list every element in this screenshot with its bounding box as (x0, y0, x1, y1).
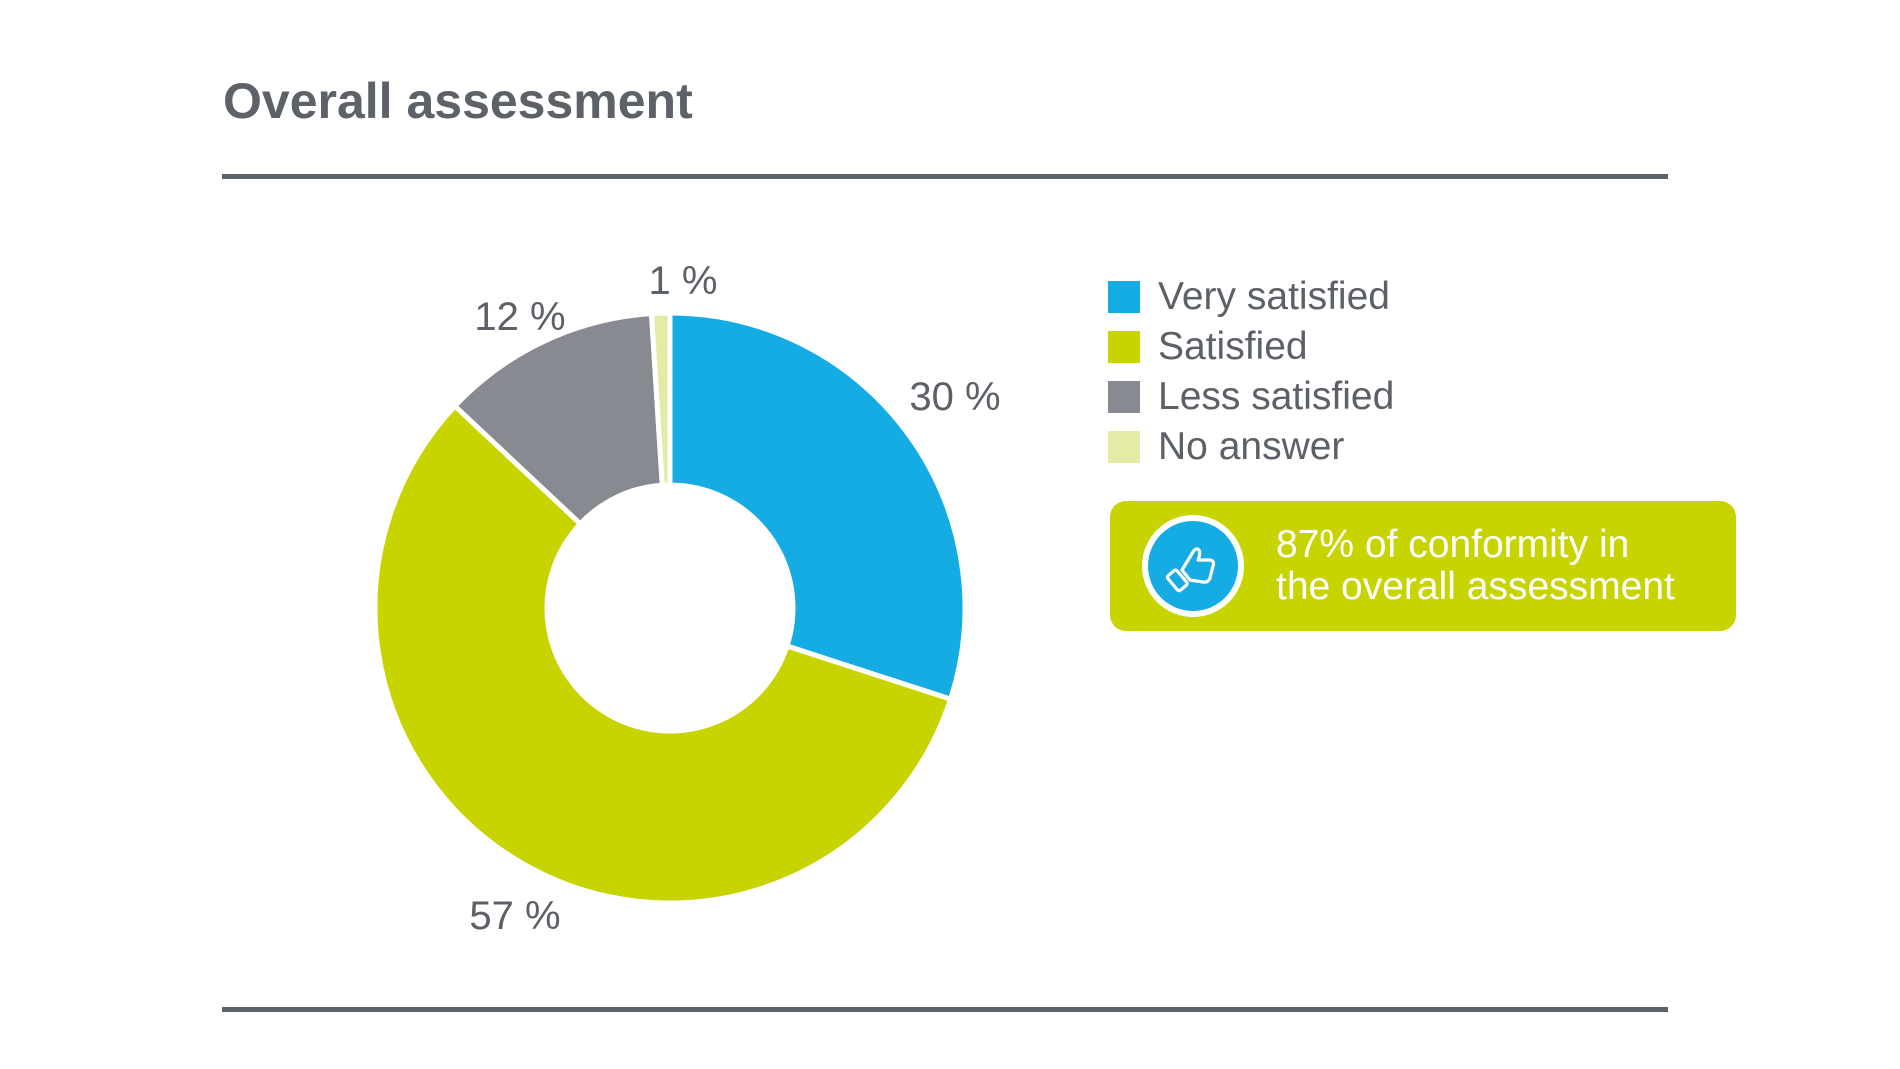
legend-label-satisfied: Satisfied (1158, 325, 1308, 368)
chart-title: Overall assessment (223, 73, 693, 129)
callout-text: 87% of conformity in the overall assessm… (1276, 524, 1716, 608)
legend-item-satisfied: Satisfied (1108, 322, 1394, 372)
slice-label-very-satisfied: 30 % (909, 375, 1000, 419)
donut-slice-satisfied (372, 403, 954, 906)
legend-label-very-satisfied: Very satisfied (1158, 275, 1390, 318)
legend-item-less-satisfied: Less satisfied (1108, 372, 1394, 422)
callout-line-2: the overall assessment (1276, 565, 1675, 608)
callout-line-1: 87% of conformity in (1276, 523, 1630, 566)
legend-swatch-no-answer (1108, 431, 1140, 463)
legend-swatch-very-satisfied (1108, 281, 1140, 313)
legend-label-no-answer: No answer (1158, 425, 1345, 468)
thumbs-up-badge (1142, 515, 1244, 617)
legend-swatch-satisfied (1108, 331, 1140, 363)
legend: Very satisfied Satisfied Less satisfied … (1108, 272, 1394, 472)
thumbs-up-icon (1165, 547, 1216, 593)
legend-item-no-answer: No answer (1108, 422, 1394, 472)
bottom-divider (222, 1007, 1668, 1012)
slice-label-satisfied: 57 % (469, 894, 560, 938)
donut-slice-no-answer (648, 310, 673, 488)
slice-label-no-answer: 1 % (649, 259, 718, 303)
donut-slice-very-satisfied (667, 310, 968, 702)
legend-label-less-satisfied: Less satisfied (1158, 375, 1395, 418)
thumbs-up-badge-circle (1148, 521, 1238, 611)
top-divider (222, 174, 1668, 179)
legend-item-very-satisfied: Very satisfied (1108, 272, 1394, 322)
legend-swatch-less-satisfied (1108, 381, 1140, 413)
slice-label-less-satisfied: 12 % (474, 295, 565, 339)
donut-slice-less-satisfied (452, 311, 665, 527)
conformity-callout: 87% of conformity in the overall assessm… (1110, 501, 1736, 631)
